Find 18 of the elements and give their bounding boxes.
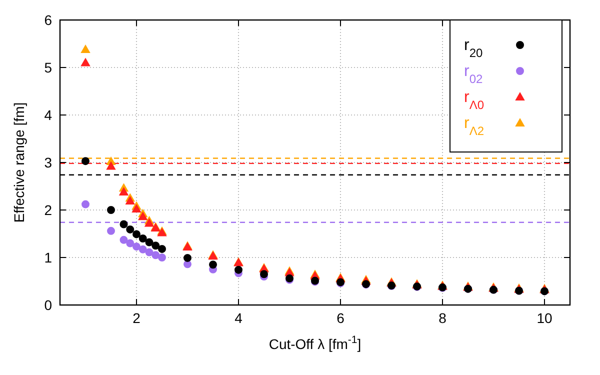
- x-tick-label: 10: [536, 310, 552, 326]
- x-tick-label: 2: [132, 310, 141, 326]
- x-tick-label: 6: [336, 310, 345, 326]
- legend-label: r$_{02}$: [464, 63, 483, 86]
- y-tick-label: 0: [44, 297, 52, 313]
- y-axis-title: Effective range [fm]: [11, 102, 27, 223]
- y-tick-label: 6: [44, 12, 52, 28]
- legend-label: r$_{20}$: [464, 37, 483, 60]
- legend-label: r$_{Λ2}$: [464, 115, 484, 138]
- x-tick-label: 4: [234, 310, 243, 326]
- x-tick-label: 8: [438, 310, 447, 326]
- y-tick-label: 4: [44, 107, 52, 123]
- y-tick-label: 5: [44, 60, 52, 76]
- y-tick-label: 2: [44, 202, 52, 218]
- x-axis-title: Cut-Off λ [fm$^{-1}$]: [268, 334, 362, 352]
- legend-label: r$_{Λ0}$: [464, 89, 484, 112]
- y-tick-label: 3: [44, 154, 52, 170]
- y-tick-label: 1: [44, 250, 52, 266]
